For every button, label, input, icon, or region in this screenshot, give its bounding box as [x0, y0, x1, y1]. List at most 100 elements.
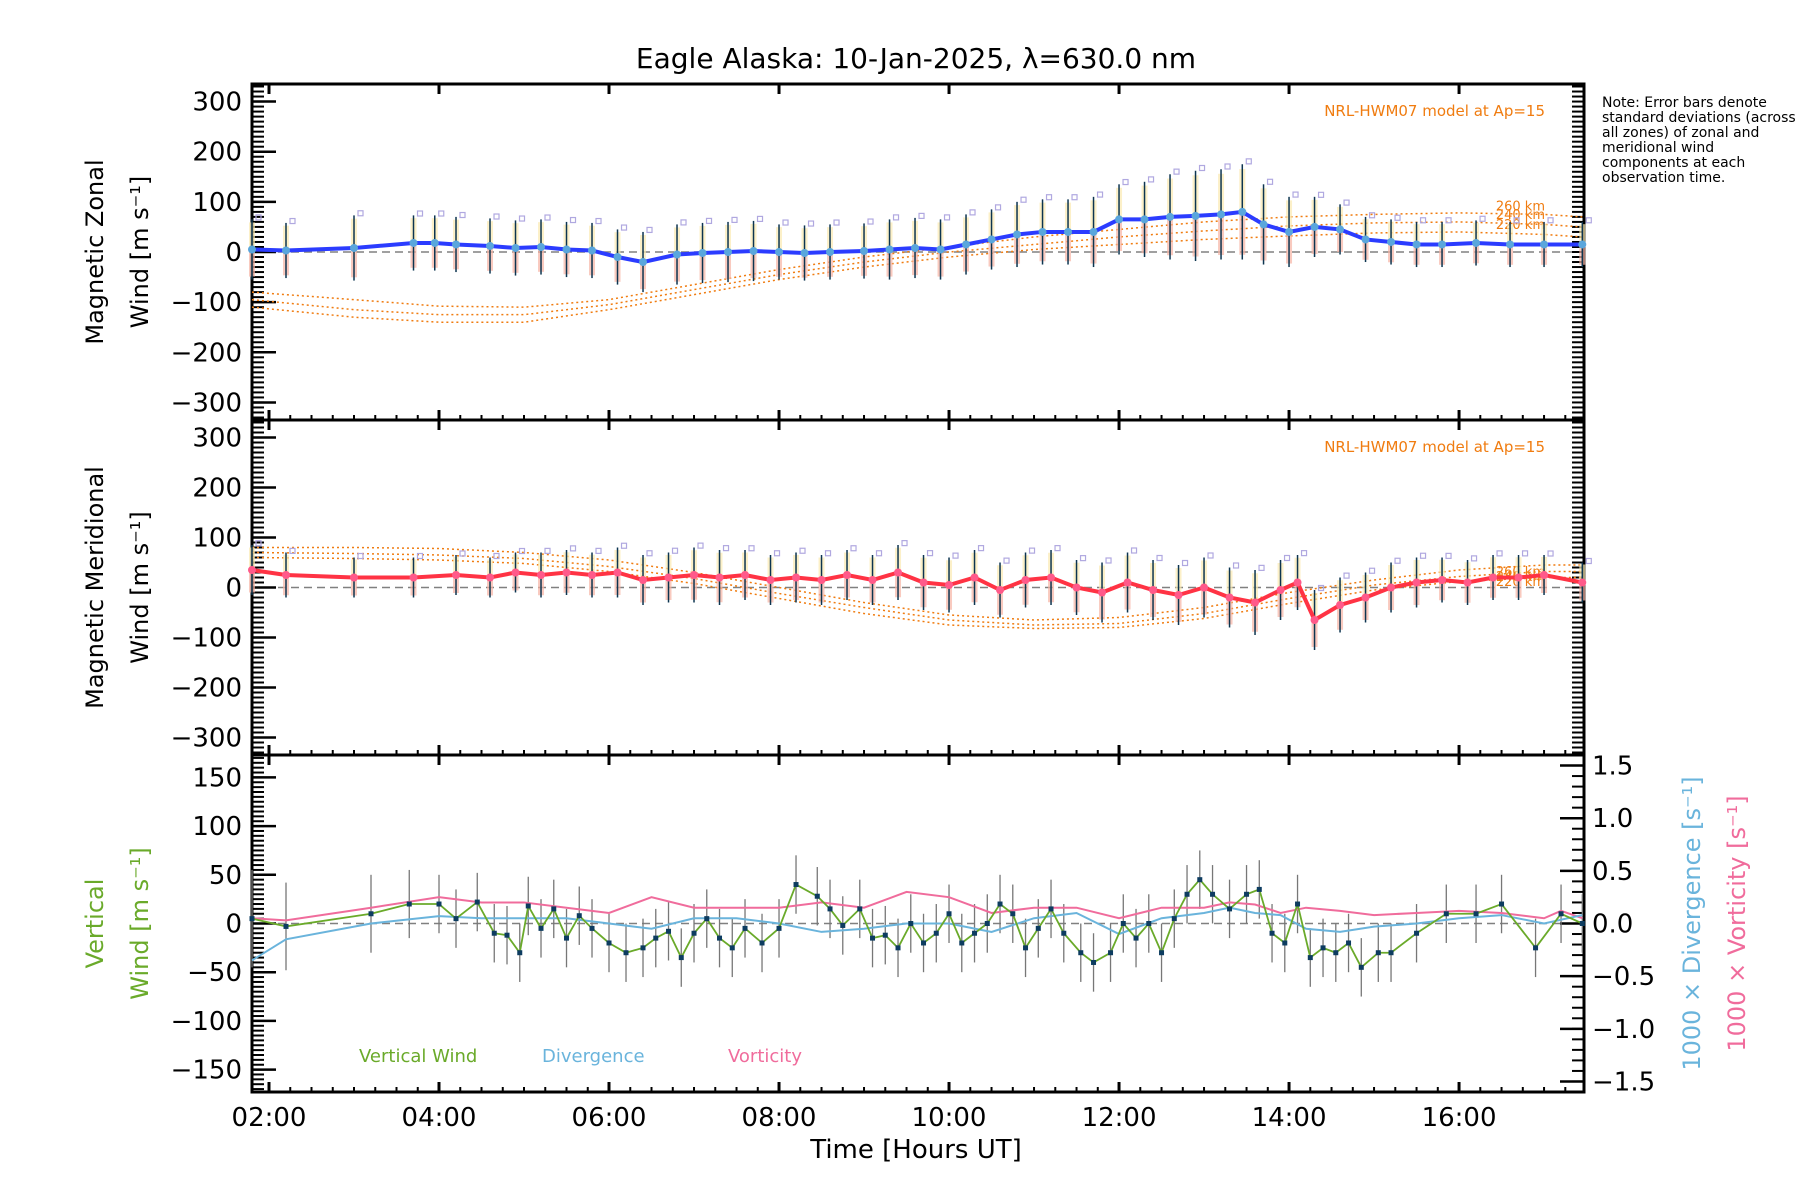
- wind-marker: [1072, 583, 1081, 592]
- zone-scatter-point: [1028, 547, 1036, 554]
- wind-marker: [987, 235, 996, 244]
- zone-scatter-point: [799, 547, 806, 554]
- y-tick-label: 150: [192, 763, 242, 793]
- y-tick-label: −200: [171, 338, 242, 368]
- y-axis-label-units: Wind [m s⁻¹]: [126, 176, 154, 328]
- wind-marker: [562, 245, 571, 254]
- wind-marker: [749, 246, 758, 255]
- zone-scatter-point: [1394, 557, 1401, 564]
- wind-marker: [452, 571, 461, 579]
- zone-scatter-point: [595, 217, 602, 225]
- vertical-wind-marker: [453, 916, 459, 922]
- vertical-wind-marker: [491, 930, 497, 936]
- zone-scatter-point: [1258, 564, 1265, 571]
- zone-scatter-point: [1470, 555, 1478, 562]
- zone-scatter-point: [569, 545, 577, 552]
- wind-marker: [1115, 215, 1124, 224]
- zone-scatter-point: [1585, 217, 1592, 224]
- wind-marker: [562, 568, 571, 577]
- vertical-wind-marker: [793, 882, 799, 888]
- wind-marker: [894, 568, 903, 577]
- wind-marker: [1438, 240, 1447, 249]
- wind-marker: [1310, 616, 1319, 624]
- vertical-wind-marker: [972, 930, 978, 936]
- x-tick-label: 08:00: [742, 1103, 817, 1133]
- zone-scatter-point: [416, 210, 424, 217]
- zone-scatter-point: [493, 552, 500, 560]
- zone-scatter-point: [773, 550, 781, 557]
- zone-scatter-point: [438, 210, 445, 217]
- y-tick-label: −200: [171, 674, 242, 704]
- vertical-wind-marker: [1558, 911, 1564, 917]
- wind-marker: [1412, 578, 1421, 587]
- divergence-line: [251, 906, 1583, 962]
- wind-marker: [537, 571, 546, 579]
- zone-scatter-point: [518, 547, 526, 555]
- wind-marker: [486, 241, 495, 250]
- zone-scatter-point: [1300, 550, 1308, 557]
- wind-marker: [1140, 215, 1149, 224]
- wind-marker: [792, 573, 801, 582]
- x-tick-label: 14:00: [1252, 1103, 1327, 1133]
- zone-scatter-point: [416, 552, 424, 560]
- vertical-wind-marker: [1171, 916, 1177, 922]
- vertical-wind-marker: [1282, 940, 1288, 946]
- vertical-wind-marker: [1061, 930, 1067, 936]
- wind-marker: [996, 586, 1005, 594]
- zone-scatter-point: [1479, 215, 1486, 222]
- y-tick-label: 100: [192, 812, 242, 842]
- vertical-wind-marker: [1256, 886, 1262, 892]
- wind-marker: [690, 571, 699, 579]
- vertical-wind-marker: [814, 893, 820, 899]
- zone-scatter-point: [1054, 545, 1061, 552]
- zone-scatter-point: [756, 215, 764, 223]
- zone-scatter-point: [1071, 194, 1078, 201]
- zone-scatter-point: [952, 552, 959, 559]
- wind-marker: [1166, 212, 1175, 221]
- zone-scatter-point: [1419, 552, 1427, 559]
- model-line-0: [252, 546, 1583, 621]
- vertical-wind-marker: [959, 940, 965, 946]
- wind-marker: [1276, 586, 1285, 594]
- zone-scatter-point: [926, 550, 934, 557]
- wind-marker: [1149, 586, 1158, 594]
- zone-scatter-point: [850, 545, 857, 552]
- vertical-wind-marker: [742, 925, 748, 931]
- zone-scatter-point: [1521, 550, 1529, 557]
- zone-scatter-point: [1513, 217, 1520, 224]
- vertical-wind-marker: [1010, 911, 1016, 917]
- zone-scatter-point: [901, 540, 908, 547]
- vertical-wind-marker: [908, 921, 914, 926]
- vertical-wind-marker: [717, 935, 723, 941]
- wind-marker: [1336, 601, 1345, 609]
- zone-scatter-point: [918, 212, 925, 219]
- wind-marker: [775, 248, 784, 256]
- zone-scatter-point: [1245, 158, 1252, 165]
- wind-marker: [1514, 573, 1523, 582]
- wind-marker: [1293, 578, 1302, 587]
- model-label: NRL-HWM07 model at Ap=15: [1324, 102, 1545, 120]
- wind-line: [251, 209, 1583, 265]
- vertical-wind-marker: [1473, 911, 1479, 917]
- y-tick-label: −100: [171, 1007, 242, 1037]
- zone-scatter-point: [1130, 547, 1138, 554]
- vertical-wind-marker: [678, 955, 684, 961]
- zone-scatter-point: [620, 224, 628, 231]
- zone-scatter-point: [357, 552, 364, 560]
- vertical-wind-marker: [1499, 901, 1505, 907]
- y-tick-label: −300: [171, 724, 242, 754]
- wind-marker: [1506, 240, 1515, 249]
- wind-marker: [715, 573, 724, 582]
- zone-scatter-point: [1317, 584, 1325, 592]
- vertical-wind-marker: [1184, 891, 1190, 897]
- zone-scatter-point: [620, 542, 628, 549]
- vertical-wind-marker: [589, 925, 595, 931]
- vertical-wind-marker: [1443, 911, 1449, 917]
- vertical-wind-marker: [576, 913, 582, 919]
- wind-marker: [282, 571, 291, 579]
- wind-marker: [248, 566, 256, 574]
- wind-marker: [936, 245, 945, 254]
- y2-tick-label: −1.0: [1592, 1015, 1655, 1045]
- y2-tick-label: 0.5: [1592, 857, 1633, 887]
